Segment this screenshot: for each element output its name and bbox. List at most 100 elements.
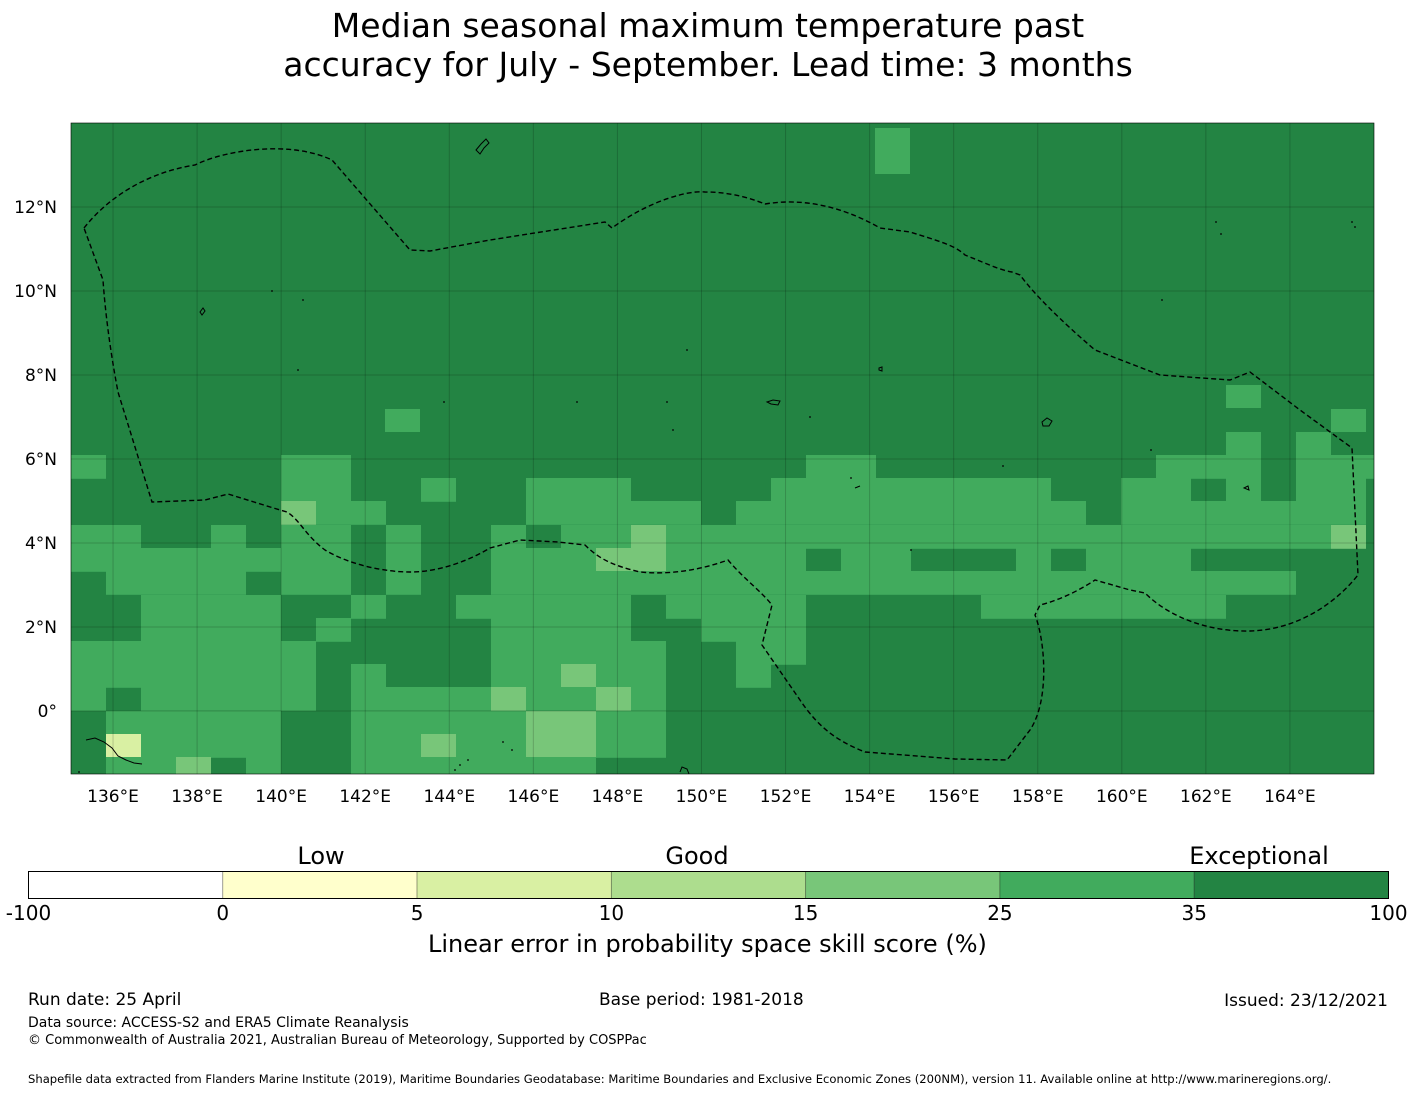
chart-title: Median seasonal maximum temperature past… [0,6,1416,84]
pohnpei-island [1041,417,1053,427]
skill-cell [386,548,421,572]
skill-cell [491,641,666,665]
colorbar-group-low: Low [297,842,345,870]
lon-tick-label: 152°E [760,787,812,807]
skill-cell [981,595,1226,619]
latitude-ticks: 12°N 10°N 8°N 6°N 4°N 2°N 0° [14,198,57,722]
skill-cell [1121,478,1191,502]
skill-cell [596,664,666,688]
skill-cell [71,455,106,479]
skill-cell [631,687,666,711]
skill-cell [526,734,596,758]
skill-cell [1296,432,1331,455]
skill-cell [71,687,106,711]
skill-cell [491,525,526,549]
colorbar-group-good: Good [665,842,729,870]
skill-cell [946,478,1051,502]
colorbar-tick-label: 5 [410,901,424,925]
skill-cell [561,664,596,688]
data-source: Data source: ACCESS-S2 and ERA5 Climate … [28,1015,409,1031]
skill-cell [351,734,421,758]
skill-cell [281,571,351,595]
skill-cell [736,664,771,688]
colorbar [28,871,1389,899]
lon-tick-label: 150°E [676,787,728,807]
palau-island [199,307,206,316]
copyright: © Commonwealth of Australia 2021, Austra… [28,1033,647,1048]
skill-cell [316,618,351,642]
skill-cell [596,711,666,735]
lon-tick-label: 136°E [87,787,139,807]
skill-cell [211,525,246,549]
skill-cell [491,687,526,711]
skill-cell [351,757,596,774]
chuuk-island [765,399,781,406]
skill-cell [106,757,176,774]
skill-cell [71,641,316,665]
skill-cell [176,757,211,774]
atolls [78,221,1356,773]
colorbar-frame [28,871,1389,899]
colorbar-tick-label: 10 [598,901,625,925]
colorbar-segment [805,871,1001,899]
skill-cell [666,548,806,572]
colorbar-segments [28,871,1389,899]
gridlines [71,123,1374,774]
skill-cell [491,548,596,572]
skill-cell [631,525,666,549]
lon-tick-label: 138°E [171,787,223,807]
colorbar-tick-label: 100 [1369,901,1408,925]
lon-tick-label: 164°E [1264,787,1316,807]
skill-cell [1226,432,1261,455]
skill-cell [386,571,421,595]
lat-tick-label: 12°N [14,198,57,218]
small-island-1 [878,366,883,372]
colorbar-title: Linear error in probability space skill … [428,930,987,958]
skill-cell [491,618,631,642]
skill-cell [526,501,701,525]
colorbar-tick-label: -100 [5,901,52,925]
lon-tick-label: 142°E [339,787,391,807]
lat-tick-label: 10°N [14,282,57,302]
skill-cell [1121,501,1331,525]
skill-cell [1331,409,1366,432]
kosrae-island [1242,485,1250,491]
colorbar-tick-label: 35 [1181,901,1207,925]
skill-cell [596,687,631,711]
lat-tick-label: 6°N [25,450,57,470]
colorbar-segment [999,871,1195,899]
colorbar-segment [222,871,418,899]
skill-cell [491,664,561,688]
skill-cell [385,409,420,432]
skill-cell [71,548,211,572]
skill-cell [421,734,456,758]
lon-tick-label: 144°E [423,787,475,807]
lon-tick-label: 162°E [1180,787,1232,807]
colorbar-group-exceptional: Exceptional [1189,842,1329,870]
skill-cell [281,455,351,479]
skill-cell [1331,501,1366,525]
small-island-2 [854,485,861,489]
skill-cell [875,128,910,174]
skill-cell [141,595,281,619]
skill-cell [421,478,456,502]
skill-cell [1296,478,1366,502]
skill-cell [281,501,316,525]
skill-cell [1156,455,1261,479]
lon-tick-label: 154°E [844,787,896,807]
skill-cell [71,525,141,549]
skill-cell [456,734,526,758]
skill-cell [281,525,351,549]
lon-tick-label: 146°E [508,787,560,807]
skill-cell [771,478,946,502]
skill-cell [806,455,876,479]
lat-tick-label: 8°N [25,366,57,386]
map-frame [70,122,1375,775]
lat-tick-label: 4°N [25,534,57,554]
skill-cell [491,571,806,595]
skill-cell [596,734,666,758]
lon-tick-label: 160°E [1096,787,1148,807]
colorbar-tick-label: 15 [792,901,819,925]
colorbar-tick-label: 25 [987,901,1013,925]
